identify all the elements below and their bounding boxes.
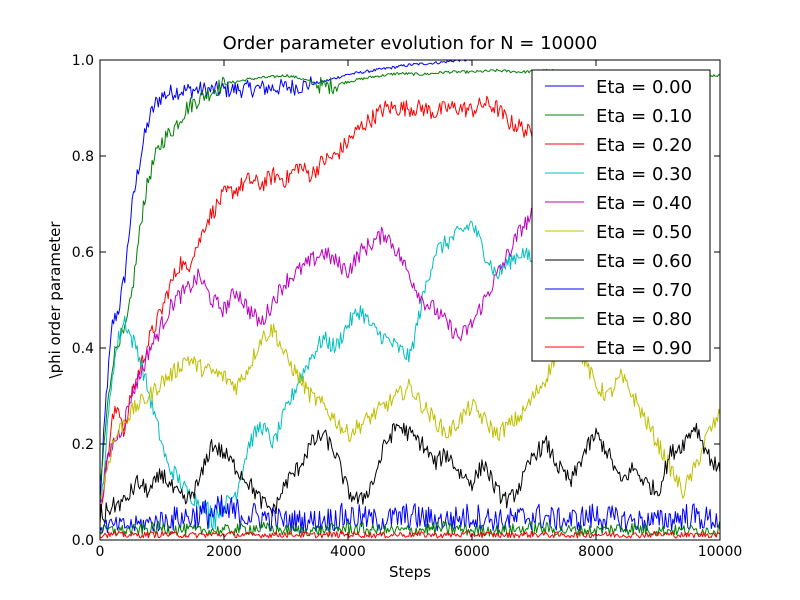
series-line-5	[100, 323, 720, 499]
legend: Eta = 0.00 Eta = 0.10 Eta = 0.20 Eta = 0.30…	[531, 69, 711, 362]
legend-label: Eta = 0.30	[596, 164, 692, 185]
y-tick-label: 0.0	[72, 533, 94, 549]
x-axis-label: Steps	[389, 563, 431, 581]
y-tick-label: 0.6	[72, 245, 94, 261]
chart-title: Order parameter evolution for N = 10000	[223, 33, 598, 54]
series-line-9	[100, 530, 720, 539]
tick-layer: 0 2000 4000 6000 8000 10000 0.0 0.2 0.4 0.6 0.8 1.0	[72, 53, 743, 560]
legend-label: Eta = 0.80	[596, 309, 692, 330]
x-tick-label: 0	[96, 544, 105, 560]
legend-frame	[531, 69, 711, 362]
x-tick-label: 6000	[454, 544, 490, 560]
y-tick-label: 0.2	[72, 437, 94, 453]
series-line-6	[100, 422, 720, 525]
plot-frame	[99, 59, 721, 541]
series-line-0	[100, 60, 473, 499]
legend-label: Eta = 0.40	[596, 193, 692, 214]
x-tick-label: 10000	[698, 544, 743, 560]
legend-label: Eta = 0.10	[596, 106, 692, 127]
legend-entries: Eta = 0.00 Eta = 0.10 Eta = 0.20 Eta = 0.30…	[545, 77, 692, 359]
y-axis-label: \phi order parameter	[46, 221, 64, 379]
series-line-4	[100, 201, 547, 503]
y-tick-label: 1.0	[72, 53, 94, 69]
legend-label: Eta = 0.50	[596, 222, 692, 243]
x-tick-label: 8000	[578, 544, 614, 560]
series-layer	[100, 60, 720, 539]
x-tick-label: 2000	[206, 544, 242, 560]
y-tick-label: 0.4	[72, 341, 94, 357]
legend-label: Eta = 0.60	[596, 251, 692, 272]
legend-label: Eta = 0.70	[596, 280, 692, 301]
series-line-3	[100, 220, 547, 530]
x-tick-label: 4000	[330, 544, 366, 560]
legend-label: Eta = 0.90	[596, 338, 692, 359]
legend-label: Eta = 0.20	[596, 135, 692, 156]
y-tick-label: 0.8	[72, 149, 94, 165]
series-line-7	[100, 494, 720, 534]
legend-label: Eta = 0.00	[596, 77, 692, 98]
series-line-2	[100, 95, 547, 507]
